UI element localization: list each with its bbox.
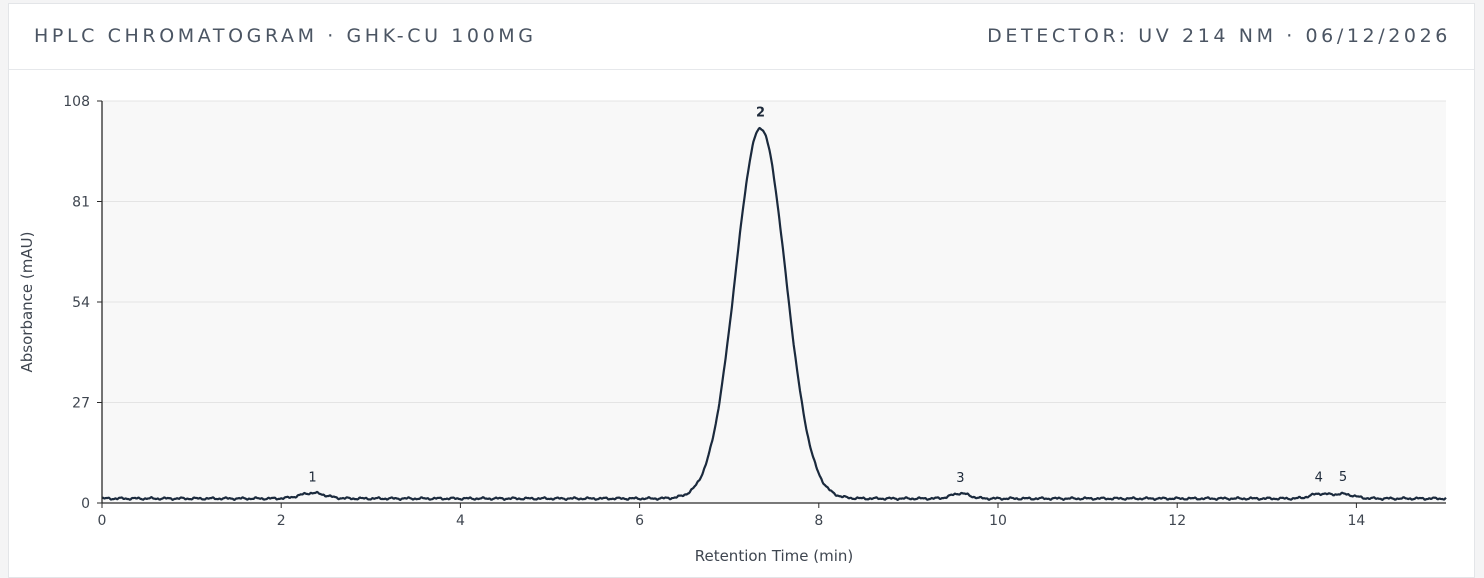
x-tick-label: 2	[277, 513, 286, 529]
gridlines	[102, 100, 1446, 403]
x-tick-label: 6	[635, 513, 644, 529]
peak-labels: 1 2 3 4 5	[308, 106, 1347, 486]
chromatogram-trace	[101, 126, 1447, 502]
y-tick-label: 0	[81, 496, 90, 512]
x-tick-label: 10	[989, 513, 1007, 529]
y-tick-label: 81	[72, 195, 90, 211]
x-tick-label: 14	[1347, 513, 1365, 529]
x-axis-ticks: 0 2 4 6 8 10 12 14	[98, 503, 1365, 529]
card-header: HPLC CHROMATOGRAM · GHK-CU 100MG DETECTO…	[9, 4, 1474, 70]
y-axis-ticks: 0 27 54 81 108	[63, 94, 102, 512]
chart-title: HPLC CHROMATOGRAM · GHK-CU 100MG	[34, 25, 537, 47]
y-tick-label: 54	[72, 295, 90, 311]
detector-info: DETECTOR: UV 214 NM · 06/12/2026	[987, 25, 1451, 47]
y-tick-label: 108	[63, 94, 90, 110]
peak-label: 4	[1315, 471, 1323, 486]
y-axis-title: Absorbance (mAU)	[18, 232, 36, 373]
peak-label: 5	[1339, 470, 1347, 485]
x-tick-label: 12	[1168, 513, 1186, 529]
x-axis-title: Retention Time (min)	[695, 547, 854, 565]
x-tick-label: 4	[456, 513, 465, 529]
x-tick-label: 8	[814, 513, 823, 529]
peak-label: 3	[956, 471, 964, 486]
x-tick-label: 0	[98, 513, 107, 529]
peak-label: 1	[308, 470, 316, 485]
peak-label: 2	[756, 106, 765, 121]
y-tick-label: 27	[72, 396, 90, 412]
